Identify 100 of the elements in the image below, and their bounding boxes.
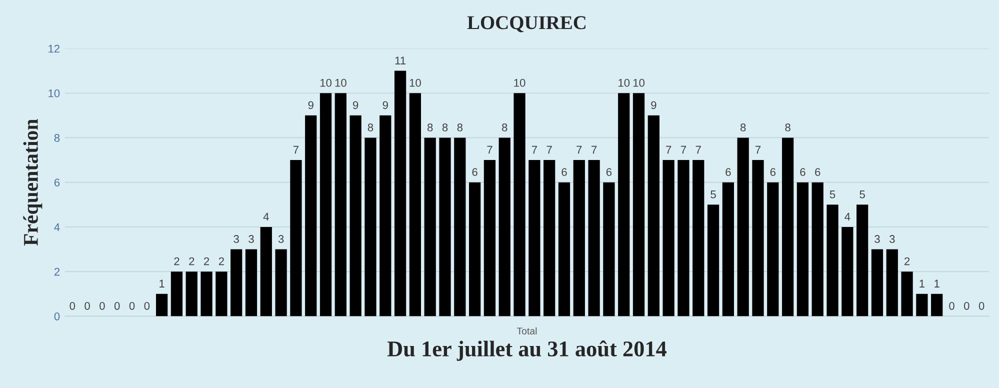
bar [812, 182, 824, 316]
data-label: 7 [755, 146, 761, 154]
data-label: 5 [830, 190, 836, 198]
data-label: 8 [502, 124, 508, 132]
data-label: 2 [204, 257, 210, 266]
bar [722, 182, 734, 316]
bar [618, 93, 630, 316]
data-label: 7 [680, 146, 686, 154]
bar [767, 182, 779, 316]
data-label: 0 [129, 302, 135, 310]
bar [484, 160, 496, 316]
data-label: 0 [949, 302, 954, 310]
bar [439, 138, 451, 316]
bar [886, 249, 898, 316]
bar [350, 115, 362, 316]
data-label: 3 [234, 235, 239, 243]
bar [796, 182, 809, 316]
data-label: 10 [514, 78, 526, 87]
bar [394, 70, 406, 316]
data-label: 0 [114, 302, 120, 310]
data-label: 8 [368, 124, 374, 132]
data-label: 6 [770, 168, 776, 176]
y-tick-label: 12 [48, 44, 60, 53]
data-label: 2 [174, 257, 180, 266]
bar [305, 115, 317, 316]
bar [871, 249, 884, 316]
bar [678, 160, 690, 316]
data-label: 3 [874, 235, 880, 243]
data-label: 8 [785, 124, 790, 132]
data-label: 3 [248, 235, 254, 243]
data-label: 7 [546, 146, 552, 154]
data-label: 4 [844, 212, 850, 221]
bar [498, 138, 510, 316]
bar [842, 226, 854, 316]
bar [409, 93, 421, 316]
bar [603, 182, 615, 316]
data-label: 3 [889, 235, 895, 243]
bar [320, 93, 332, 316]
bar [544, 160, 556, 316]
data-label: 6 [726, 168, 731, 176]
y-axis-title: Fréquentation [23, 119, 42, 246]
bar [737, 138, 749, 316]
bar [170, 272, 183, 316]
data-label: 5 [710, 190, 716, 198]
data-label: 5 [860, 190, 865, 198]
data-label: 9 [651, 101, 656, 110]
bar [752, 160, 764, 316]
data-label: 7 [592, 146, 597, 154]
y-tick-label: 4 [54, 223, 60, 232]
bar [275, 249, 287, 316]
bar [528, 160, 540, 316]
bar [632, 93, 645, 316]
data-label: 4 [263, 212, 269, 221]
bar [216, 272, 228, 316]
bar [245, 249, 258, 316]
data-label: 11 [395, 56, 406, 64]
data-label: 8 [427, 124, 433, 132]
bar [856, 204, 868, 316]
data-label: 0 [100, 302, 105, 310]
bar [648, 115, 660, 316]
data-label: 2 [189, 257, 194, 266]
bar [588, 160, 600, 316]
bar [200, 272, 212, 316]
data-label: 6 [815, 168, 820, 176]
data-label: 0 [978, 302, 984, 310]
data-label: 1 [934, 280, 940, 288]
data-label: 7 [696, 146, 701, 154]
data-label: 9 [353, 101, 358, 110]
data-label: 3 [278, 235, 284, 243]
data-label: 2 [218, 257, 224, 266]
bar [514, 93, 526, 316]
bar [782, 138, 794, 316]
data-label: 8 [457, 124, 463, 132]
data-label: 10 [410, 78, 421, 87]
data-label: 0 [964, 302, 970, 310]
bar [692, 160, 704, 316]
bar [334, 93, 346, 316]
data-label: 10 [320, 78, 332, 87]
data-label: 10 [633, 78, 644, 87]
y-tick-label: 8 [54, 134, 60, 142]
data-label: 8 [740, 124, 746, 132]
data-label: 7 [487, 146, 492, 154]
bar [931, 294, 943, 316]
data-label: 7 [532, 146, 537, 154]
bar [230, 249, 242, 316]
data-label: 1 [160, 280, 164, 288]
y-tick-label: 0 [54, 312, 60, 320]
y-tick-label: 10 [48, 89, 60, 98]
data-label: 6 [800, 168, 806, 176]
data-label: 6 [606, 168, 612, 176]
bar [380, 115, 392, 316]
text: Total [516, 327, 537, 334]
bar [364, 138, 376, 316]
bar [290, 160, 302, 316]
data-label: 6 [562, 168, 567, 176]
bar [916, 294, 928, 316]
data-label: 0 [144, 302, 150, 310]
chart-title: LOCQUIREC [467, 16, 586, 32]
bar [156, 294, 168, 316]
bar [424, 138, 436, 316]
